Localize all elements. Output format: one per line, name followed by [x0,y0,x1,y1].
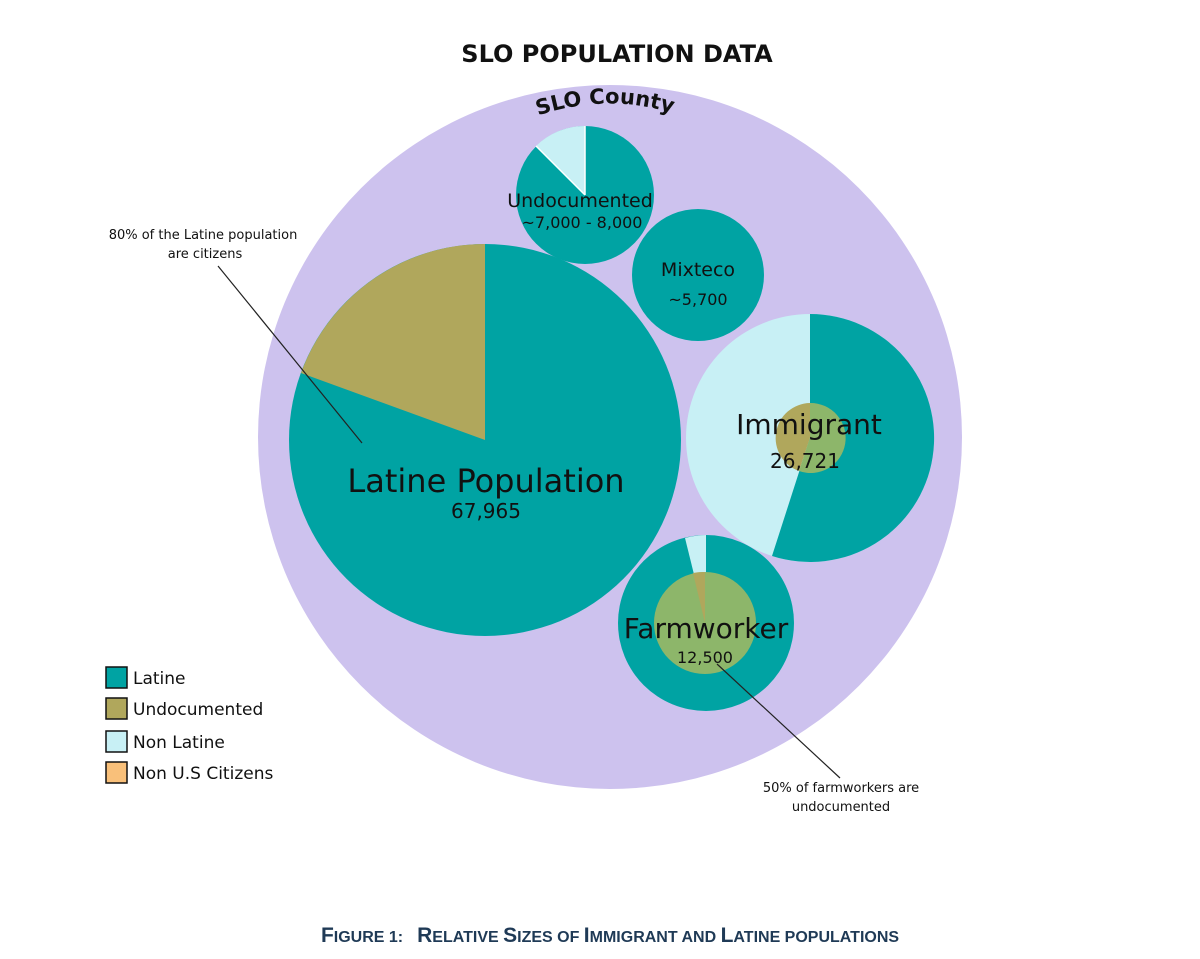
latine-note-line2: are citizens [168,247,243,262]
legend: Latine Undocumented Non Latine Non U.S C… [105,666,273,784]
legend-label-noncitizens: Non U.S Citizens [133,764,273,784]
immigrant-undocumented-left [775,403,810,471]
legend-label-nonlatine: Non Latine [133,733,225,753]
latine-population-label: Latine Population [347,462,624,500]
undocumented-label: Undocumented [507,190,653,212]
latine-population-circle: Latine Population 67,965 [289,244,681,636]
farmworker-note-line2: undocumented [792,800,890,815]
legend-swatch-undocumented [105,697,128,720]
legend-swatch-nonlatine [105,730,128,753]
legend-label-latine: Latine [133,669,186,689]
mixteco-value: ~5,700 [668,290,727,309]
immigrant-undocumented-right [799,402,846,473]
immigrant-latine-slice [772,313,935,562]
latine-callout-line [217,265,363,444]
farmworker-callout-line [716,663,841,779]
undocumented-value: ~7,000 - 8,000 [522,213,643,232]
farmworker-circle: Farmworker 12,500 [618,535,794,711]
legend-swatch-latine [105,666,128,689]
mixteco-circle: Mixteco ~5,700 [632,209,764,341]
figure-caption: FIGURE 1: RELATIVE SIZES OF IMMIGRANT AND… [321,924,899,947]
legend-label-undocumented: Undocumented [133,700,263,720]
immigrant-circle: Immigrant 26,721 [686,313,935,562]
farmworker-note-line1: 50% of farmworkers are [763,781,919,796]
mixteco-label: Mixteco [661,259,735,281]
undocumented-nonlatine-slice [536,125,585,195]
farmworker-value: 12,500 [677,648,733,667]
farmworker-label: Farmworker [624,612,789,645]
immigrant-value: 26,721 [770,449,840,473]
latine-note-line1: 80% of the Latine population [109,228,298,243]
undocumented-circle: Undocumented ~7,000 - 8,000 [507,125,654,264]
latine-undocumented-slice [301,244,485,440]
diagram-title: SLO POPULATION DATA [461,40,773,68]
legend-swatch-noncitizens [105,761,128,784]
immigrant-label: Immigrant [736,408,882,441]
farmworker-undocumented-wedge [693,571,705,623]
latine-population-value: 67,965 [451,499,521,523]
